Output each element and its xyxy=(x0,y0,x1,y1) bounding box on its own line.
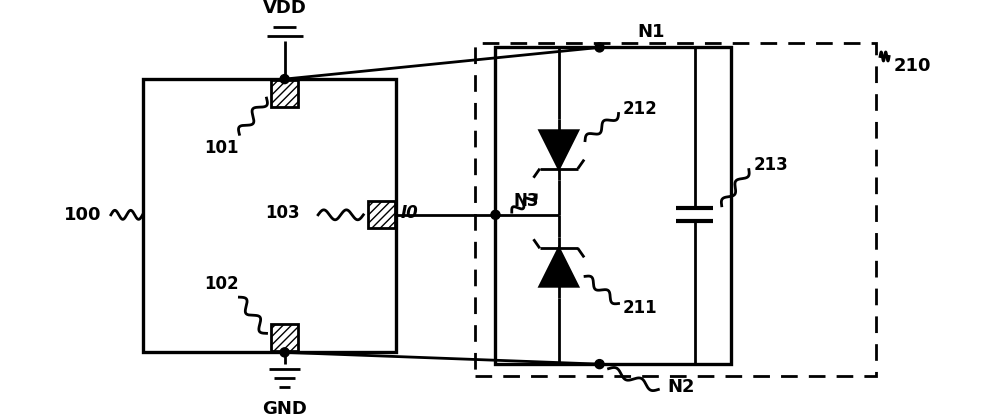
Text: 103: 103 xyxy=(265,204,300,222)
Bar xyxy=(271,80,298,107)
Text: 211: 211 xyxy=(623,299,658,317)
Circle shape xyxy=(595,43,604,52)
Text: 102: 102 xyxy=(204,274,239,292)
Circle shape xyxy=(595,360,604,369)
Text: 101: 101 xyxy=(204,139,239,157)
Bar xyxy=(368,201,395,228)
Circle shape xyxy=(491,210,500,220)
Text: GND: GND xyxy=(262,400,307,418)
Text: I0: I0 xyxy=(400,204,418,222)
Bar xyxy=(271,324,298,352)
Text: N3: N3 xyxy=(514,192,539,210)
Bar xyxy=(143,79,396,352)
Text: 100: 100 xyxy=(64,206,101,224)
Circle shape xyxy=(280,348,289,357)
Circle shape xyxy=(280,75,289,84)
Bar xyxy=(495,47,731,364)
Polygon shape xyxy=(540,131,578,169)
Bar xyxy=(475,43,876,376)
Text: VDD: VDD xyxy=(263,0,307,17)
Text: 210: 210 xyxy=(894,57,931,75)
Text: N1: N1 xyxy=(638,23,665,41)
Text: 212: 212 xyxy=(623,100,658,118)
Polygon shape xyxy=(540,248,578,286)
Text: 213: 213 xyxy=(753,156,788,174)
Text: N2: N2 xyxy=(667,378,695,396)
